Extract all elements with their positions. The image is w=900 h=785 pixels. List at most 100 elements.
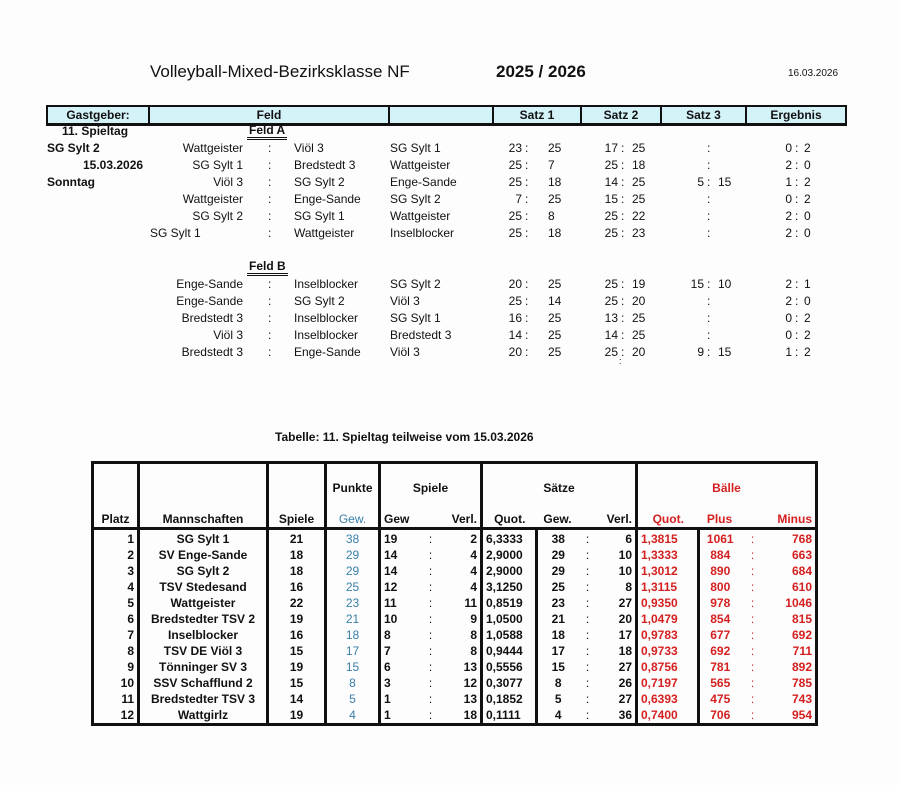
home-team: Wattgeister <box>182 192 243 206</box>
satz2-colon: : <box>621 192 625 206</box>
cell-s-quot: 0,3077 <box>480 674 538 691</box>
cell-s-quot: 0,8519 <box>480 594 538 611</box>
cell-sp-gew: 3 <box>378 674 422 691</box>
home-team: Wattgeister <box>182 141 243 155</box>
separator-colon: : <box>619 356 622 366</box>
home-team: Enge-Sande <box>176 294 243 308</box>
cell-b-minus: 954 <box>791 707 812 722</box>
col-s-verl: Verl. <box>596 510 637 530</box>
result-away-score: 0 <box>804 209 811 223</box>
result-away-score: 2 <box>804 175 811 189</box>
cell-b-quot: 1,0479 <box>635 610 700 627</box>
referee-team: SG Sylt 2 <box>390 192 441 206</box>
satz1-colon: : <box>525 294 529 308</box>
satz3-colon: : <box>707 141 711 155</box>
result-colon: : <box>795 192 799 206</box>
cell-platz: 6 <box>127 611 134 626</box>
satz1-colon: : <box>525 192 529 206</box>
result-home-score: 2 <box>785 294 792 308</box>
result-away-score: 0 <box>804 158 811 172</box>
satz1-colon: : <box>525 175 529 189</box>
cell-s-verl: 27 <box>618 691 632 706</box>
cell-s-verl: 8 <box>625 579 632 594</box>
table-row: 6 Bredstedter TSV 2 19 21 10:9 1,0500 21:20 1,0… <box>93 610 817 627</box>
result-home-score: 0 <box>785 141 792 155</box>
satz2-colon: : <box>621 158 625 172</box>
cell-spiele: 22 <box>266 594 326 611</box>
col-satz2: Satz 2 <box>582 107 662 123</box>
cell-b-minus: 711 <box>792 643 812 658</box>
colon: : <box>750 691 755 706</box>
vs-colon: : <box>268 294 272 308</box>
satz2-colon: : <box>621 311 625 325</box>
satz2-away-score: 25 <box>632 141 646 155</box>
colon: : <box>428 643 433 658</box>
satz3-colon: : <box>707 226 711 240</box>
cell-platz: 11 <box>121 691 134 706</box>
colon: : <box>585 595 590 610</box>
satz2-colon: : <box>621 209 625 223</box>
colon: : <box>428 547 433 562</box>
satz3-home-score: 9 <box>697 345 704 359</box>
result-away-score: 2 <box>804 192 811 206</box>
away-team: SG Sylt 2 <box>294 175 345 189</box>
satz2-colon: : <box>621 175 625 189</box>
colon: : <box>585 579 590 594</box>
referee-team: SG Sylt 1 <box>390 141 441 155</box>
result-colon: : <box>795 345 799 359</box>
cell-sp-verl: 2 <box>470 531 477 546</box>
weekday: Sonntag <box>47 175 95 189</box>
cell-spiele: 18 <box>266 546 326 563</box>
result-colon: : <box>795 277 799 291</box>
col-team: Mannschaften <box>137 510 268 530</box>
colon: : <box>428 707 433 722</box>
satz2-away-score: 25 <box>632 192 646 206</box>
col-b-minus: Minus <box>764 510 817 530</box>
cell-spiele: 19 <box>266 610 326 627</box>
vs-colon: : <box>268 192 272 206</box>
away-team: Viöl 3 <box>294 141 324 155</box>
cell-team: Bredstedter TSV 3 <box>137 690 268 707</box>
cell-s-quot: 2,9000 <box>480 546 538 563</box>
col-s-gew: Gew. <box>536 510 579 530</box>
cell-b-minus: 785 <box>791 675 812 690</box>
group-baelle: Bälle <box>635 462 817 511</box>
satz2-colon: : <box>621 294 625 308</box>
cell-s-verl: 18 <box>618 643 632 658</box>
feld-b-label: Feld B <box>247 260 288 276</box>
satz1-colon: : <box>525 158 529 172</box>
host: SG Sylt 2 <box>47 141 100 155</box>
cell-punkte: 29 <box>324 562 380 579</box>
satz2-away-score: 20 <box>632 294 646 308</box>
cell-s-verl: 20 <box>618 611 632 626</box>
satz1-home-score: 23 <box>508 141 522 155</box>
cell-b-plus: 475 <box>710 691 731 706</box>
cell-s-gew: 38 <box>551 531 565 546</box>
cell-team: Bredstedter TSV 2 <box>137 610 268 627</box>
result-colon: : <box>795 328 799 342</box>
result-home-score: 2 <box>785 158 792 172</box>
col-satz1: Satz 1 <box>494 107 582 123</box>
satz2-away-score: 25 <box>632 311 646 325</box>
cell-b-plus: 800 <box>710 579 731 594</box>
satz1-home-score: 25 <box>508 226 522 240</box>
cell-b-quot: 1,3333 <box>635 546 700 563</box>
cell-s-gew: 29 <box>551 563 565 578</box>
cell-punkte: 17 <box>324 642 380 659</box>
col-ergebnis: Ergebnis <box>770 108 822 122</box>
away-team: Inselblocker <box>294 328 359 342</box>
satz1-away-score: 25 <box>548 277 562 291</box>
colon: : <box>750 611 755 626</box>
cell-team: SV Enge-Sande <box>137 546 268 563</box>
cell-b-minus: 1046 <box>785 595 812 610</box>
colon: : <box>750 675 755 690</box>
col-s-quot: Quot. <box>480 510 537 530</box>
cell-spiele: 14 <box>266 690 326 707</box>
satz3-home-score: 5 <box>697 175 704 189</box>
result-colon: : <box>795 141 799 155</box>
result-home-score: 0 <box>785 311 792 325</box>
cell-b-quot: 0,9350 <box>635 594 700 611</box>
table-row: 3 SG Sylt 2 18 29 14:4 2,9000 29:10 1,3012 890:6… <box>93 562 817 579</box>
cell-platz: 2 <box>127 547 134 562</box>
satz2-away-score: 22 <box>632 209 646 223</box>
